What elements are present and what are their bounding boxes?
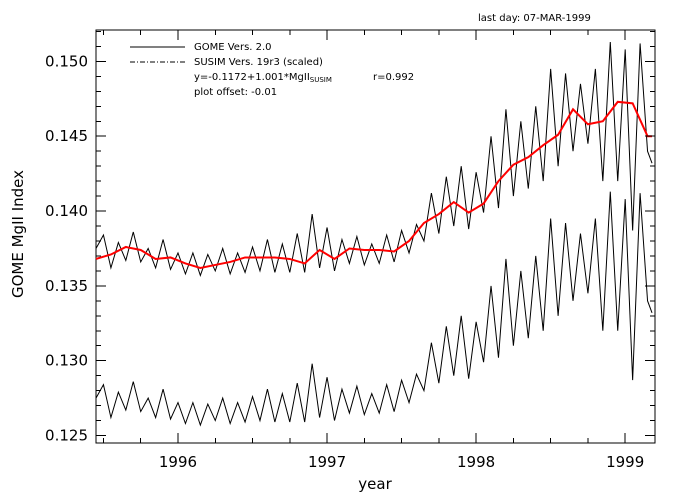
legend: GOME Vers. 2.0 SUSIM Vers. 19r3 (scaled)… bbox=[130, 42, 414, 98]
series-gome-offset-line bbox=[95, 191, 653, 427]
series-gome-line bbox=[95, 41, 653, 277]
y-axis-title: GOME MgII Index bbox=[9, 170, 27, 298]
y-tick-label: 0.125 bbox=[45, 427, 88, 445]
series-layer bbox=[95, 41, 653, 427]
x-axis-title: year bbox=[358, 475, 392, 493]
legend-susim-label: SUSIM Vers. 19r3 (scaled) bbox=[194, 57, 323, 68]
plot-border bbox=[95, 29, 656, 444]
x-tick-label: 1998 bbox=[457, 453, 495, 471]
series-susim-line bbox=[95, 100, 653, 269]
axis-layer: 1996 1997 1998 1999 0.125 0.130 0.135 0.140 0.14… bbox=[45, 30, 655, 471]
legend-gome-label: GOME Vers. 2.0 bbox=[194, 42, 272, 53]
x-tick-label: 1997 bbox=[308, 453, 346, 471]
legend-correlation: r=0.992 bbox=[373, 72, 414, 83]
y-tick-label: 0.140 bbox=[45, 202, 88, 220]
legend-regression-subscript: SUSIM bbox=[310, 76, 332, 84]
legend-offset: plot offset: -0.01 bbox=[194, 87, 277, 98]
plot-frame bbox=[95, 29, 656, 444]
y-tick-label: 0.150 bbox=[45, 52, 88, 70]
top-note: last day: 07-MAR-1999 bbox=[478, 13, 591, 24]
y-tick-label: 0.135 bbox=[45, 277, 88, 295]
y-tick-label: 0.130 bbox=[45, 352, 88, 370]
legend-regression-prefix: y=-0.1172+1.001*MgII bbox=[194, 72, 310, 83]
x-tick-label: 1999 bbox=[606, 453, 644, 471]
legend-regression: y=-0.1172+1.001*MgIISUSIM bbox=[194, 72, 332, 84]
x-tick-label: 1996 bbox=[159, 453, 197, 471]
y-tick-label: 0.145 bbox=[45, 127, 88, 145]
